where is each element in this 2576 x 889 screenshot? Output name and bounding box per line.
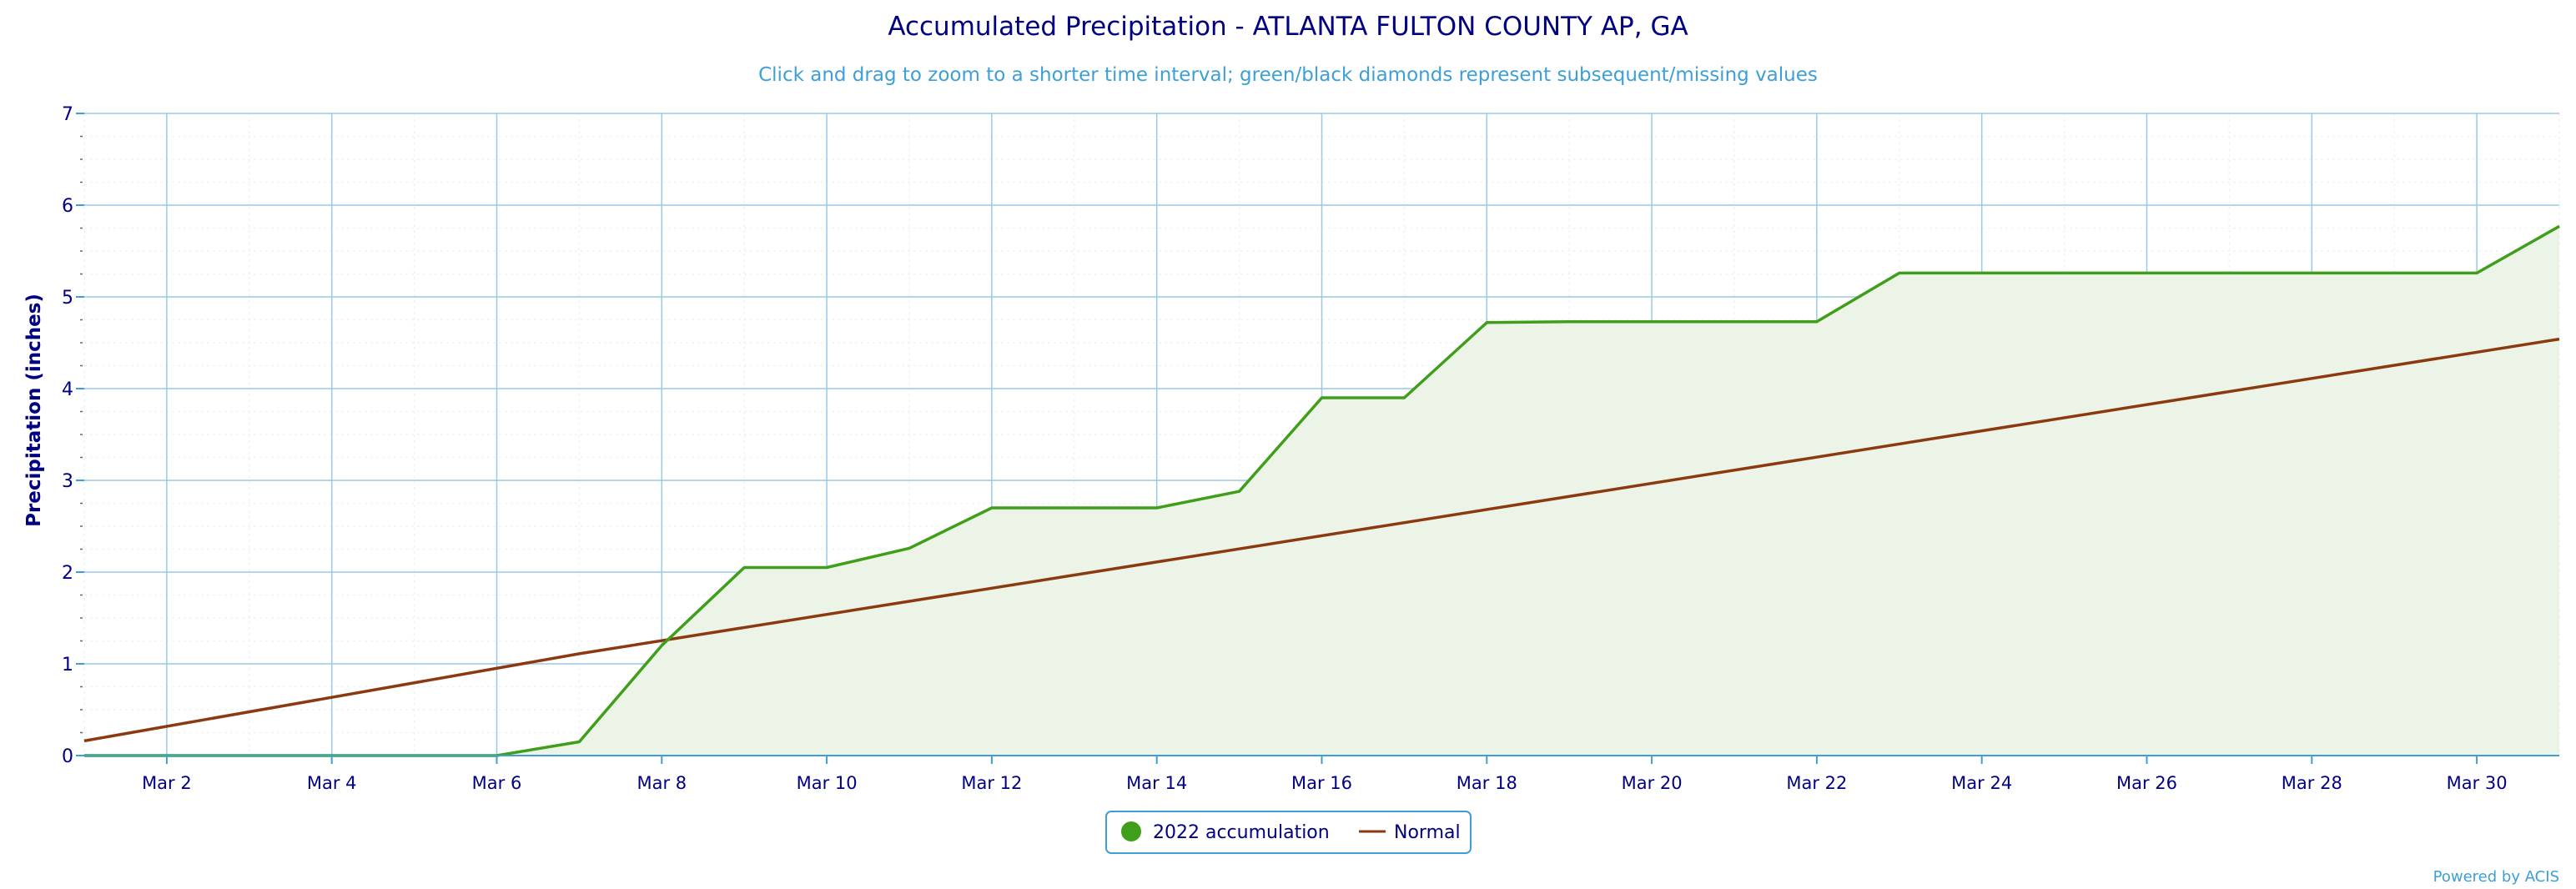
y-tick-label: 3 — [62, 471, 73, 492]
x-tick-label: Mar 18 — [1457, 773, 1517, 793]
accumulation-area — [84, 226, 2559, 756]
legend[interactable]: 2022 accumulation Normal — [1105, 811, 1472, 854]
legend-accumulation-icon — [1121, 821, 1141, 841]
x-tick-label: Mar 16 — [1291, 773, 1352, 793]
x-tick-label: Mar 10 — [797, 773, 858, 793]
x-axis-ticks: Mar 2 Mar 4 Mar 6 Mar 8 Mar 10 Mar 12 Mar 14 Ma… — [142, 756, 2508, 793]
y-tick-label: 6 — [62, 196, 73, 217]
x-tick-label: Mar 26 — [2116, 773, 2177, 793]
chart-subtitle: Click and drag to zoom to a shorter time… — [758, 64, 1818, 86]
y-tick-label: 4 — [62, 379, 73, 400]
legend-accumulation-label[interactable]: 2022 accumulation — [1153, 822, 1330, 843]
x-tick-label: Mar 28 — [2282, 773, 2342, 793]
legend-normal-label[interactable]: Normal — [1394, 822, 1461, 843]
x-tick-label: Mar 6 — [472, 773, 522, 793]
x-tick-label: Mar 4 — [307, 773, 357, 793]
y-tick-label: 1 — [62, 655, 73, 676]
x-tick-label: Mar 2 — [142, 773, 192, 793]
powered-by-credit[interactable]: Powered by ACIS — [2433, 868, 2559, 886]
y-tick-label: 2 — [62, 563, 73, 584]
y-axis-ticks: 0 1 2 3 4 5 6 7 — [62, 104, 84, 767]
x-tick-label: Mar 14 — [1126, 773, 1187, 793]
normal-series-line[interactable] — [83, 337, 2560, 743]
x-tick-label: Mar 20 — [1622, 773, 1683, 793]
x-tick-label: Mar 8 — [636, 773, 687, 793]
y-axis-label: Precipitation (inches) — [23, 294, 45, 527]
y-tick-label: 7 — [62, 104, 73, 125]
y-tick-label: 0 — [62, 746, 73, 767]
chart-title: Accumulated Precipitation - ATLANTA FULT… — [888, 12, 1688, 42]
y-tick-label: 5 — [62, 288, 73, 309]
x-tick-label: Mar 30 — [2447, 773, 2508, 793]
x-tick-label: Mar 24 — [1951, 773, 2012, 793]
x-tick-label: Mar 22 — [1786, 773, 1847, 793]
legend-box — [1105, 811, 1472, 854]
x-tick-label: Mar 12 — [961, 773, 1022, 793]
